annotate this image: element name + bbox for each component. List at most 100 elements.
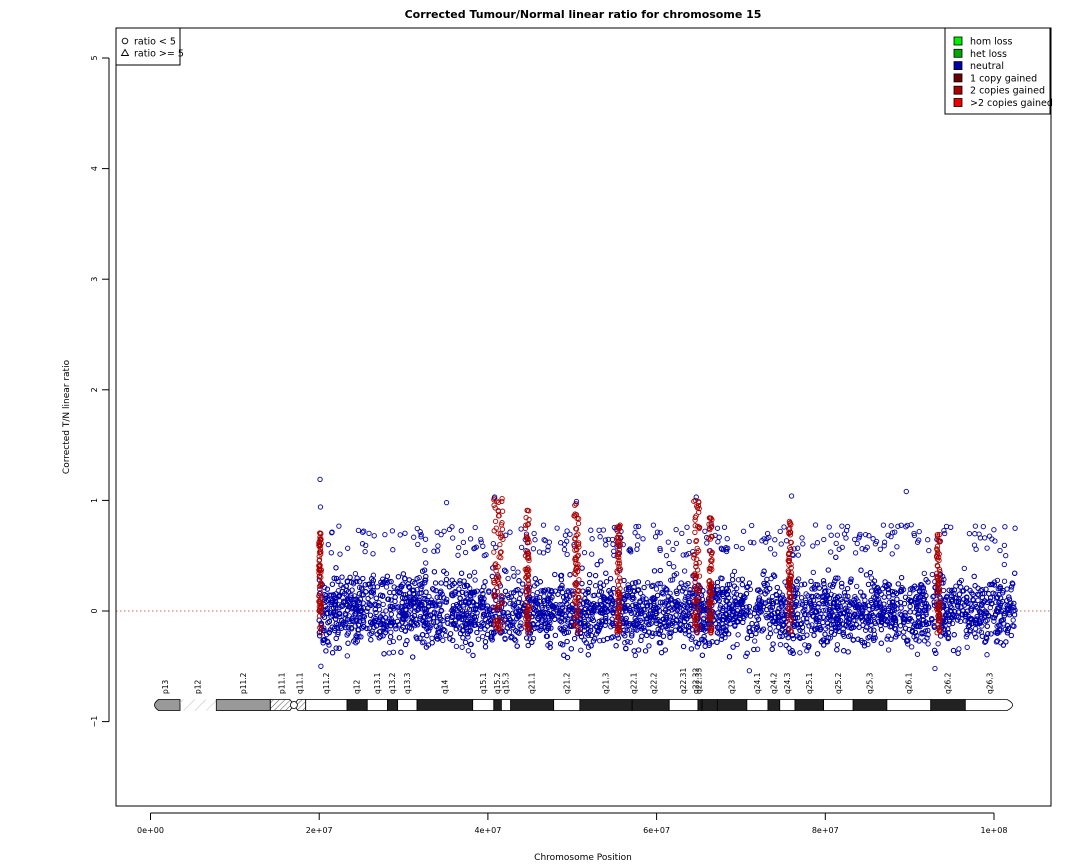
- data-point: [347, 574, 353, 581]
- data-point: [858, 589, 864, 595]
- data-point: [326, 642, 332, 648]
- data-point: [709, 639, 715, 645]
- data-point: [632, 652, 638, 659]
- data-point: [921, 570, 927, 577]
- data-point: [694, 644, 700, 650]
- data-point: [337, 613, 343, 619]
- data-point: [735, 577, 742, 583]
- data-point: [578, 647, 584, 653]
- data-point: [597, 580, 603, 586]
- data-point: [798, 582, 805, 588]
- data-point: [339, 574, 345, 580]
- data-point: [682, 597, 688, 603]
- data-point: [504, 625, 510, 631]
- data-point: [635, 647, 642, 653]
- data-point: [593, 631, 600, 637]
- data-point: [337, 604, 343, 611]
- data-point: [957, 618, 964, 625]
- data-point: [354, 578, 360, 585]
- data-point: [465, 648, 472, 654]
- data-point: [465, 634, 471, 640]
- data-point: [322, 584, 328, 591]
- data-point: [564, 638, 570, 645]
- data-point: [909, 644, 915, 650]
- data-point: [642, 648, 649, 654]
- data-point: [729, 572, 736, 578]
- data-point: [814, 651, 821, 657]
- data-point: [613, 643, 619, 649]
- data-point: [878, 640, 884, 646]
- data-point: [367, 612, 374, 618]
- data-point: [907, 603, 913, 610]
- data-point: [678, 580, 684, 586]
- x-axis-label: Chromosome Position: [534, 853, 632, 863]
- data-point: [552, 632, 559, 639]
- data-point: [325, 639, 331, 645]
- data-point: [511, 573, 517, 579]
- data-point: [866, 606, 872, 613]
- data-point: [597, 638, 603, 644]
- data-point: [598, 558, 604, 564]
- data-point: [639, 633, 645, 639]
- data-point: [897, 623, 904, 629]
- data-point: [510, 565, 516, 572]
- data-point: [801, 581, 808, 587]
- y-tick-label: 3: [90, 277, 99, 282]
- y-tick-label: 5: [90, 55, 99, 60]
- data-point: [568, 646, 574, 652]
- data-point: [400, 619, 406, 625]
- data-point: [646, 629, 652, 635]
- data-point: [972, 631, 978, 637]
- data-point: [404, 638, 410, 644]
- data-point: [520, 581, 526, 587]
- data-point: [654, 592, 661, 599]
- data-point: [878, 591, 885, 597]
- data-point: [458, 570, 465, 576]
- data-point: [388, 611, 394, 617]
- data-point: [491, 588, 498, 594]
- data-point: [632, 580, 639, 586]
- data-point: [381, 651, 387, 657]
- data-point: [895, 581, 901, 587]
- data-point: [383, 584, 390, 590]
- data-point: [471, 569, 478, 575]
- data-point: [841, 648, 847, 654]
- data-point: [362, 582, 368, 588]
- data-point: [440, 637, 446, 644]
- data-point: [958, 584, 964, 590]
- data-point: [699, 652, 706, 658]
- data-point: [386, 650, 392, 656]
- data-point: [767, 626, 773, 632]
- data-point: [502, 635, 508, 641]
- data-point: [410, 654, 416, 660]
- data-point: [848, 578, 854, 584]
- data-point: [345, 640, 351, 646]
- data-point: [398, 649, 404, 655]
- data-point: [823, 626, 829, 632]
- data-point: [994, 577, 1001, 584]
- data-point: [879, 586, 886, 592]
- data-point: [901, 634, 907, 640]
- data-point: [729, 577, 736, 583]
- data-point: [662, 647, 668, 653]
- data-point: [594, 561, 600, 568]
- data-point: [470, 652, 476, 659]
- data-point: [530, 592, 536, 598]
- data-point: [641, 584, 647, 591]
- data-point: [505, 575, 511, 582]
- data-point: [935, 641, 941, 647]
- data-point: [482, 626, 488, 632]
- data-point: [518, 620, 524, 626]
- data-point: [649, 633, 655, 639]
- data-point: [588, 632, 595, 639]
- data-point: [972, 626, 979, 632]
- data-point: [387, 634, 394, 640]
- data-point: [571, 635, 578, 642]
- data-point: [975, 597, 981, 604]
- data-point: [1001, 578, 1008, 584]
- data-point: [740, 619, 746, 626]
- data-point: [396, 635, 403, 641]
- data-point: [714, 579, 721, 586]
- data-point: [907, 590, 913, 597]
- data-point: [971, 573, 977, 580]
